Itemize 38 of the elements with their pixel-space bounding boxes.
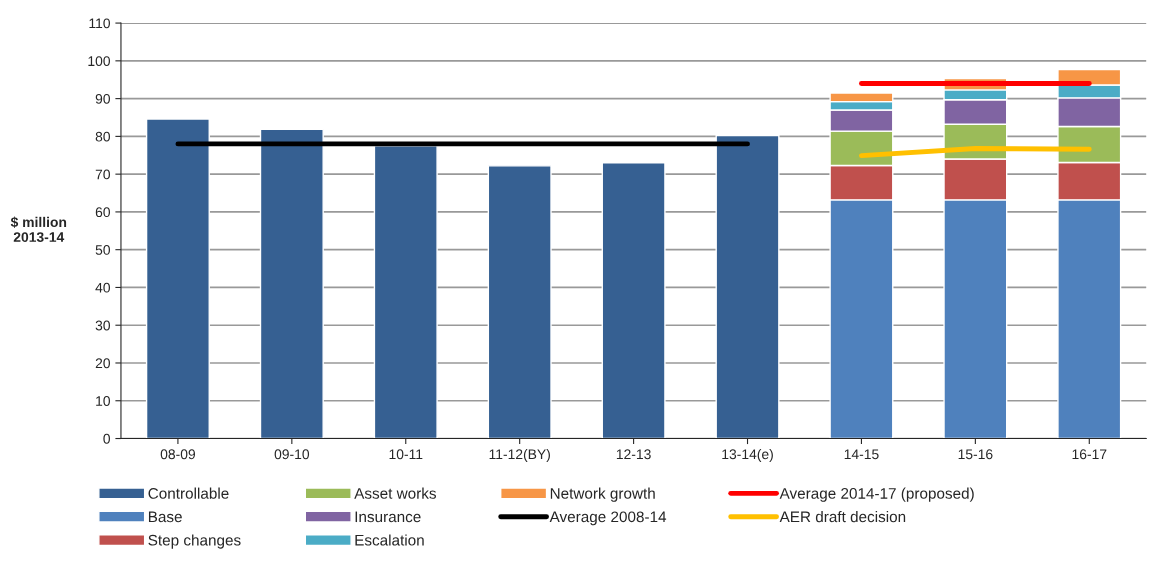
- legend-label: Step changes: [148, 534, 241, 549]
- x-tick-label: 08-09: [160, 449, 196, 460]
- legend-label: AER draft decision: [779, 510, 906, 523]
- legend-label: Controllable: [148, 487, 229, 499]
- y-tick-label: 100: [88, 56, 110, 67]
- y-tick-label: 10: [96, 396, 110, 406]
- y-tick-label: 60: [95, 207, 110, 218]
- y-tick-label: 0: [103, 433, 110, 444]
- x-tick-label: 16-17: [1072, 449, 1107, 460]
- y-tick-label: 70: [95, 169, 110, 180]
- bar: [487, 165, 552, 439]
- legend-label: Network growth: [550, 487, 655, 502]
- legend-label: Average 2014-17 (proposed): [779, 487, 974, 502]
- legend-label: Asset works: [354, 487, 436, 499]
- bar: [715, 134, 780, 439]
- legend-label: Base: [148, 511, 182, 523]
- legend-label: Average 2008-14: [549, 511, 667, 526]
- x-tick-label: 15-16: [958, 449, 993, 460]
- bar: [601, 162, 666, 439]
- x-tick-label: 12-13: [616, 449, 651, 460]
- x-tick-label: 10-11: [389, 449, 423, 460]
- y-tick-label: 80: [95, 131, 110, 142]
- y-axis-title: $ million 2013-14: [10, 216, 67, 243]
- y-tick-label: 110: [89, 18, 110, 29]
- y-tick-label: 20: [95, 358, 110, 369]
- y-tick-label: 50: [95, 245, 110, 255]
- legend-label: Escalation: [355, 534, 424, 546]
- x-tick-label: 11-12(BY): [489, 448, 550, 462]
- x-tick-label: 13-14(e): [722, 448, 773, 462]
- y-tick-label: 30: [95, 320, 110, 331]
- y-tick-label: 90: [95, 93, 110, 104]
- bar: [373, 145, 438, 439]
- bar: [259, 128, 324, 439]
- bar: [145, 118, 210, 439]
- legend-label: Insurance: [355, 511, 421, 523]
- y-tick-label: 40: [95, 282, 110, 293]
- x-tick-label: 14-15: [844, 449, 879, 460]
- x-tick-label: 09-10: [274, 449, 310, 460]
